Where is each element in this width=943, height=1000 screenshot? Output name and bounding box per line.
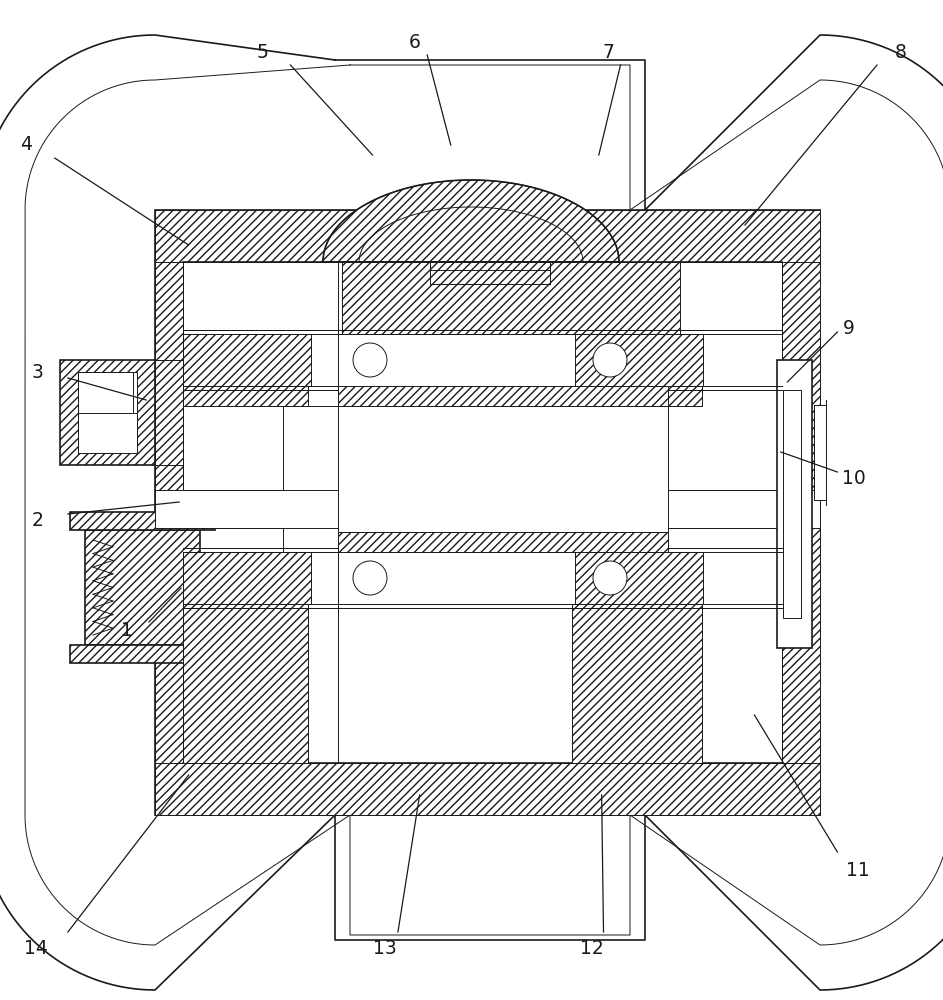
Bar — [155, 210, 820, 262]
Circle shape — [593, 561, 627, 595]
Bar — [338, 386, 668, 406]
Bar — [183, 604, 308, 763]
Bar — [155, 490, 820, 528]
Text: 5: 5 — [256, 42, 268, 62]
Text: 2: 2 — [32, 510, 43, 530]
Bar — [430, 262, 550, 284]
Bar — [783, 390, 801, 618]
Bar — [183, 386, 308, 406]
Text: 7: 7 — [603, 42, 614, 62]
Bar — [70, 512, 215, 530]
Text: 10: 10 — [841, 468, 866, 488]
Text: 14: 14 — [24, 938, 48, 958]
Text: 6: 6 — [409, 32, 421, 51]
Bar — [78, 413, 137, 453]
Text: 4: 4 — [21, 135, 32, 154]
Bar — [342, 262, 680, 334]
Circle shape — [593, 343, 627, 377]
Bar — [777, 360, 812, 648]
Text: 8: 8 — [895, 42, 906, 62]
Bar — [814, 405, 826, 500]
Text: 12: 12 — [580, 938, 604, 958]
Bar — [782, 262, 820, 763]
Bar — [155, 210, 820, 815]
Bar — [78, 372, 137, 453]
Bar — [183, 552, 311, 604]
Bar — [155, 360, 183, 465]
Text: 11: 11 — [846, 860, 870, 880]
Bar — [283, 406, 653, 552]
Bar — [70, 645, 215, 663]
Bar — [572, 604, 702, 763]
Polygon shape — [323, 180, 619, 262]
Circle shape — [353, 343, 387, 377]
Bar — [575, 552, 703, 604]
Bar — [338, 406, 668, 532]
Bar — [85, 530, 200, 645]
Polygon shape — [0, 35, 943, 990]
Bar — [60, 360, 155, 465]
Bar — [155, 262, 183, 763]
Bar — [338, 532, 668, 552]
Text: 3: 3 — [32, 362, 43, 381]
Text: 13: 13 — [372, 938, 397, 958]
Bar — [572, 386, 702, 406]
Text: 1: 1 — [122, 620, 133, 640]
Bar — [155, 763, 820, 815]
Bar — [78, 372, 133, 453]
Bar — [575, 334, 703, 386]
Circle shape — [353, 561, 387, 595]
Text: 9: 9 — [843, 318, 854, 338]
Bar — [183, 334, 311, 386]
